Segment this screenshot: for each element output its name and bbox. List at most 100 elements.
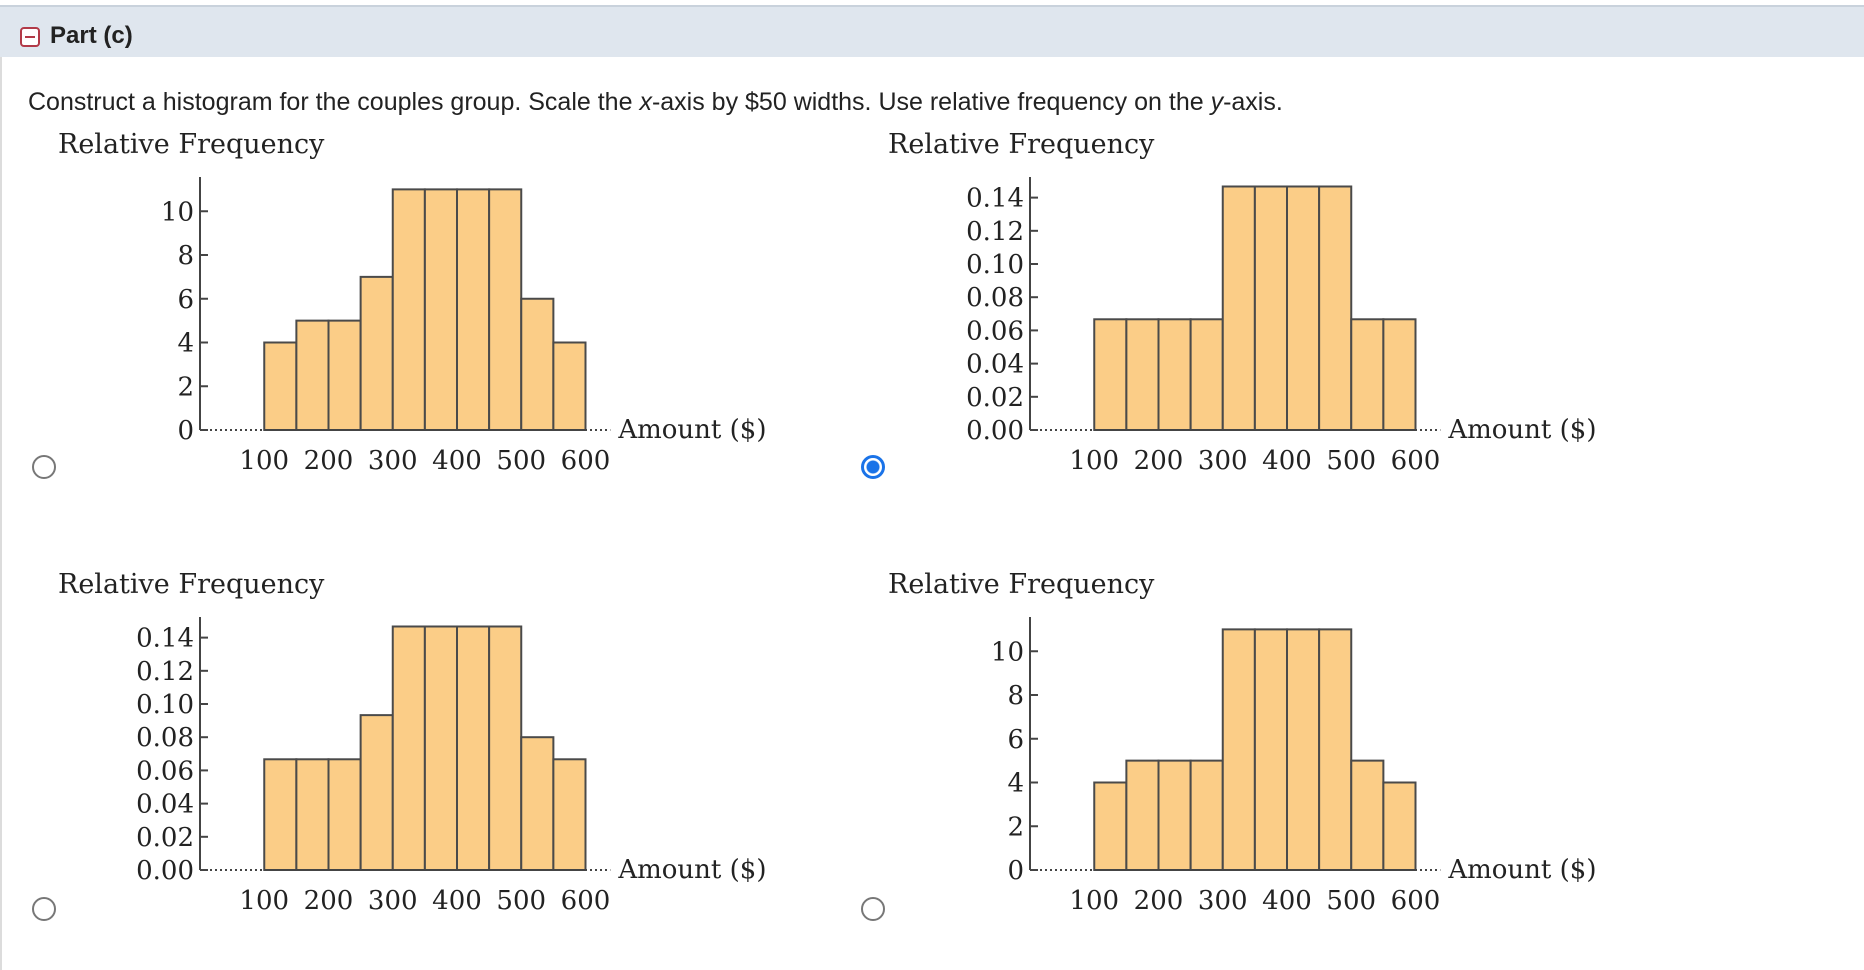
y-tick-label: 8 [1007, 681, 1024, 711]
histogram-bar [1189, 759, 1224, 871]
histogram-bar [327, 758, 362, 871]
x-tick-label: 200 [304, 886, 354, 916]
histogram-bar [520, 297, 555, 431]
x-tick-label: 400 [432, 886, 482, 916]
histogram-bar [1382, 318, 1417, 431]
x-tick-label: 500 [1326, 886, 1376, 916]
y-tick-label: 6 [177, 285, 194, 315]
x-tick-label: 600 [1391, 886, 1441, 916]
x-tick-label: 300 [1198, 886, 1248, 916]
x-axis-label: Amount ($) [1447, 415, 1596, 445]
y-tick-label: 2 [177, 372, 194, 402]
x-tick-label: 300 [1198, 446, 1248, 476]
histogram-option-a: Relative Frequency 0 2 4 6 8 10 100 200 300 400 500… [58, 129, 766, 476]
histogram-bar [263, 758, 298, 871]
histogram-bar [359, 275, 394, 431]
y-tick-label: 0 [1007, 856, 1024, 886]
histogram-bar [391, 188, 426, 431]
histogram-bar [1318, 185, 1353, 432]
histogram-bar [488, 188, 523, 431]
y-tick-label: 0 [177, 416, 194, 446]
x-tick-label: 200 [1134, 886, 1184, 916]
x-tick-label: 300 [368, 446, 418, 476]
histogram-bar [1157, 759, 1192, 871]
y-tick-label: 0.02 [966, 383, 1024, 413]
y-tick-label: 4 [177, 329, 194, 359]
histogram-bar [456, 188, 491, 431]
histogram-option-d: Relative Frequency 0 2 4 6 8 10 100 200 300 400 500… [888, 569, 1596, 916]
x-axis-label: Amount ($) [1447, 855, 1596, 885]
y-tick-label: 0.00 [966, 416, 1024, 446]
histogram-bar [552, 758, 587, 871]
x-tick-label: 400 [432, 446, 482, 476]
histogram-bar [1157, 318, 1192, 431]
y-tick-label: 0.14 [966, 184, 1024, 214]
question-text-3: -axis. [1223, 88, 1283, 116]
histogram-bar [263, 341, 298, 431]
x-tick-label: 600 [561, 886, 611, 916]
histogram-bar [1382, 781, 1417, 871]
content-border [0, 57, 2, 970]
option-c-radio[interactable] [32, 897, 56, 921]
y-tick-label: 8 [177, 241, 194, 271]
question-text: Construct a histogram for the couples gr… [28, 88, 1283, 117]
histogram-bar [1350, 759, 1385, 871]
x-tick-label: 500 [496, 446, 546, 476]
y-tick-label: 0.08 [966, 283, 1024, 313]
histogram-option-b: Relative Frequency 0.000.020.04 0.060.08 0.… [888, 129, 1596, 476]
y-tick-label: 10 [991, 637, 1024, 667]
histogram-bar [1286, 185, 1321, 432]
histogram-bar [1189, 318, 1224, 431]
histogram-bar [552, 341, 587, 431]
histogram-bar [488, 625, 523, 872]
x-tick-label: 200 [1134, 446, 1184, 476]
part-header: Part (c) [0, 5, 1864, 57]
y-tick-label: 10 [161, 197, 194, 227]
histogram-bar [295, 319, 330, 431]
y-tick-label: 0.06 [966, 316, 1024, 346]
y-tick-label: 4 [1007, 769, 1024, 799]
histogram-bar [391, 625, 426, 872]
histogram-bar [423, 188, 458, 431]
y-tick-label: 0.12 [966, 217, 1024, 247]
x-axis-label: Amount ($) [617, 415, 766, 445]
histogram-bar [1125, 318, 1160, 431]
histogram-bar [1253, 185, 1288, 432]
x-tick-label: 500 [496, 886, 546, 916]
histogram-bar [456, 625, 491, 872]
histogram-bar [295, 758, 330, 871]
y-tick-label: 0.00 [136, 856, 194, 886]
x-tick-label: 600 [561, 446, 611, 476]
x-tick-label: 100 [1069, 886, 1119, 916]
histogram-bar [1318, 628, 1353, 871]
x-tick-label: 100 [239, 886, 289, 916]
histogram-bar [1125, 759, 1160, 871]
histogram-bar [1253, 628, 1288, 871]
y-tick-label: 0.06 [136, 756, 194, 786]
x-tick-label: 200 [304, 446, 354, 476]
x-tick-label: 100 [1069, 446, 1119, 476]
question-text-1: Construct a histogram for the couples gr… [28, 88, 640, 116]
option-d-radio[interactable] [861, 897, 885, 921]
y-tick-label: 0.14 [136, 624, 194, 654]
question-text-y: y [1210, 88, 1224, 116]
chart-title: Relative Frequency [58, 129, 325, 160]
option-b-radio[interactable] [861, 455, 885, 479]
x-tick-label: 500 [1326, 446, 1376, 476]
y-tick-label: 6 [1007, 725, 1024, 755]
histogram-bar [327, 319, 362, 431]
option-a-radio[interactable] [32, 455, 56, 479]
collapse-toggle-icon[interactable] [20, 27, 40, 47]
chart-title: Relative Frequency [888, 129, 1155, 160]
x-tick-label: 400 [1262, 886, 1312, 916]
y-tick-label: 0.02 [136, 823, 194, 853]
histogram-bar [1221, 628, 1256, 871]
x-tick-label: 100 [239, 446, 289, 476]
y-tick-label: 0.10 [136, 690, 194, 720]
x-tick-label: 300 [368, 886, 418, 916]
question-text-2: -axis by $50 widths. Use relative freque… [651, 88, 1211, 116]
histogram-option-c: Relative Frequency0.000.020.040.060.080.… [58, 569, 766, 916]
y-tick-label: 2 [1007, 812, 1024, 842]
y-tick-label: 0.04 [966, 350, 1024, 380]
histogram-bar [1093, 318, 1128, 431]
